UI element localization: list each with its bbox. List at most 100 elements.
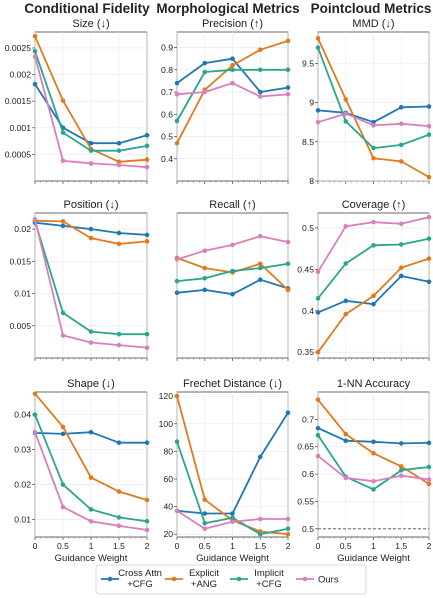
data-point-explicit (285, 287, 291, 293)
legend-label: Cross Attn (118, 568, 162, 579)
data-point-explicit (426, 256, 432, 261)
data-point-implicit (230, 268, 235, 274)
data-point-ours (144, 527, 150, 533)
y-tick-label: 0.015 (9, 256, 31, 266)
legend-marker (107, 576, 113, 582)
panel-title: Position (↓) (63, 199, 118, 211)
panel-title: Recall (↑) (209, 199, 255, 211)
y-tick-label: 100 (159, 419, 174, 429)
legend-marker (302, 576, 308, 582)
x-tick-label: 2 (427, 541, 432, 551)
data-point-ours (371, 123, 376, 128)
y-tick-label: 0.5 (161, 132, 173, 142)
data-point-explicit (202, 265, 208, 271)
data-point-implicit (202, 69, 208, 75)
data-point-cross_attn (315, 310, 321, 315)
legend-label: Ours (318, 575, 339, 586)
data-point-cross_attn (32, 81, 38, 87)
x-axis-label: Guidance Weight (196, 553, 269, 564)
data-point-implicit (174, 439, 180, 445)
y-tick-label: 80 (163, 446, 173, 456)
data-point-implicit (285, 526, 291, 532)
panel-shape: Shape (↓) 0 0.5 1 1.5 2 0.01 0.02 0.03 0.04 Guidan… (14, 378, 149, 564)
data-point-cross_attn (230, 56, 235, 61)
data-point-implicit (426, 464, 432, 470)
data-point-ours (343, 475, 349, 481)
data-point-cross_attn (230, 511, 235, 516)
x-axis-label: Guidance Weight (337, 553, 410, 564)
x-tick-label: 1 (230, 541, 235, 551)
data-point-implicit (257, 531, 263, 537)
data-point-cross_attn (426, 279, 432, 285)
data-point-ours (202, 89, 208, 95)
data-point-implicit (116, 515, 122, 520)
y-tick-label: 0.45 (297, 264, 314, 274)
panel-title: Coverage (↑) (342, 199, 406, 211)
column-title-morphological-metrics: Morphological Metrics (156, 1, 299, 16)
data-point-implicit (371, 243, 376, 248)
data-point-implicit (315, 45, 321, 50)
data-point-implicit (230, 515, 235, 520)
data-point-cross_attn (371, 301, 376, 307)
data-point-implicit (426, 132, 432, 138)
data-point-cross_attn (257, 89, 263, 95)
data-point-ours (32, 54, 38, 59)
data-point-cross_attn (426, 440, 432, 446)
data-point-ours (398, 121, 404, 127)
data-point-implicit (32, 412, 38, 418)
panel-frechet: Frechet Distance (↓) 0 0.5 1 1.5 2 20 40 60 80 100… (159, 378, 291, 564)
data-point-explicit (202, 497, 208, 503)
data-point-cross_attn (60, 431, 66, 437)
data-point-cross_attn (285, 85, 291, 90)
y-tick-label: 0.01 (14, 289, 31, 299)
data-point-ours (88, 518, 94, 524)
data-point-ours (371, 478, 376, 484)
panel-title: Precision (↑) (202, 18, 263, 30)
legend-label: Explicit (189, 568, 219, 579)
legend-label: +CFG (256, 579, 282, 590)
data-point-explicit (116, 159, 122, 165)
data-point-implicit (60, 130, 66, 135)
y-tick-label: 60 (163, 474, 173, 484)
data-point-implicit (32, 48, 38, 54)
data-point-ours (60, 158, 66, 164)
data-point-ours (426, 123, 432, 129)
data-point-ours (88, 340, 94, 345)
data-point-explicit (398, 464, 404, 469)
x-tick-label: 0 (33, 541, 38, 551)
y-tick-label: 0.4 (302, 306, 314, 316)
data-point-cross_attn (144, 440, 150, 445)
x-tick-label: 0.5 (340, 541, 352, 551)
y-tick-label: 0.6 (302, 469, 314, 479)
data-point-ours (315, 453, 321, 459)
y-tick-label: 40 (163, 502, 173, 512)
data-point-cross_attn (257, 277, 263, 283)
data-point-cross_attn (202, 287, 208, 293)
data-point-implicit (398, 242, 404, 247)
data-point-ours (398, 473, 404, 479)
y-tick-label: 0.55 (297, 496, 314, 506)
data-point-ours (202, 526, 208, 532)
panel-title: Size (↓) (72, 18, 109, 30)
y-tick-label: 0.03 (14, 445, 31, 455)
y-tick-label: 120 (159, 391, 174, 401)
data-point-ours (32, 217, 38, 222)
data-point-ours (144, 345, 150, 350)
data-point-explicit (257, 47, 263, 53)
data-point-ours (426, 477, 432, 482)
x-tick-label: 1 (371, 541, 376, 551)
data-point-ours (285, 91, 291, 97)
data-point-cross_attn (371, 439, 376, 445)
y-tick-label: 9.5 (302, 58, 314, 68)
data-point-cross_attn (202, 60, 208, 66)
data-point-explicit (144, 157, 150, 163)
data-point-explicit (285, 38, 291, 44)
panel-position: Position (↓) 0.005 0.01 0.015 0.02 (9, 199, 150, 361)
data-point-ours (116, 523, 122, 529)
data-point-explicit (426, 481, 432, 487)
x-tick-label: 1.5 (254, 541, 266, 551)
data-point-explicit (257, 261, 263, 267)
data-point-implicit (202, 275, 208, 281)
data-point-cross_attn (116, 440, 122, 445)
data-point-implicit (60, 482, 66, 487)
